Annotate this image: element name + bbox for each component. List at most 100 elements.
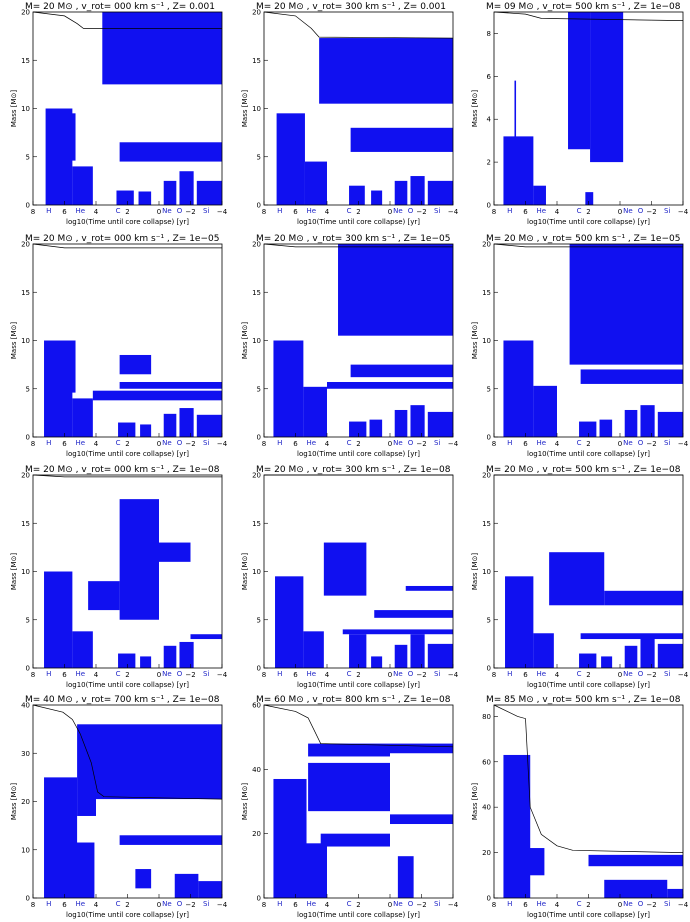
panel-title: M= 20 M⊙ , v_rot= 000 km s⁻¹ , Z= 0.001 bbox=[25, 2, 215, 12]
convective-zone bbox=[196, 414, 222, 437]
convective-zone bbox=[599, 419, 613, 437]
y-tick-label: 10 bbox=[21, 846, 30, 854]
x-tick-label: −4 bbox=[678, 671, 689, 679]
x-tick-label: 4 bbox=[325, 440, 330, 448]
x-tick-label: −4 bbox=[448, 901, 459, 909]
x-tick-label: 2 bbox=[356, 901, 360, 909]
convective-zone bbox=[72, 398, 93, 437]
convective-zone bbox=[119, 499, 159, 620]
burning-stage-label: Ne bbox=[162, 670, 172, 678]
convective-zone bbox=[580, 633, 683, 640]
burning-stage-label: Si bbox=[434, 900, 440, 908]
convective-zone bbox=[405, 585, 453, 591]
burning-stage-label: C bbox=[347, 670, 352, 678]
burning-stage-label: H bbox=[507, 207, 512, 215]
burning-stage-label: Si bbox=[434, 670, 440, 678]
convective-zone bbox=[179, 408, 194, 437]
convective-zone bbox=[568, 12, 591, 150]
y-tick-label: 10 bbox=[21, 568, 30, 576]
y-tick-label: 10 bbox=[482, 568, 491, 576]
y-tick-label: 20 bbox=[21, 798, 30, 806]
burning-stage-label: Si bbox=[664, 439, 670, 447]
burning-stage-label: Ne bbox=[393, 207, 403, 215]
x-tick-label: −4 bbox=[448, 440, 459, 448]
convective-zone bbox=[118, 653, 136, 668]
y-tick-label: 0 bbox=[487, 895, 491, 903]
x-tick-label: −2 bbox=[185, 440, 195, 448]
convective-zone bbox=[119, 835, 222, 845]
convective-zone bbox=[350, 364, 453, 378]
burning-stage-label: He bbox=[306, 207, 316, 215]
convective-zone bbox=[503, 340, 534, 437]
burning-stage-label: H bbox=[46, 670, 51, 678]
x-tick-label: 0 bbox=[388, 901, 392, 909]
burning-stage-label: Si bbox=[664, 670, 670, 678]
x-tick-label: 2 bbox=[125, 671, 129, 679]
total-mass-line bbox=[493, 11, 684, 21]
x-tick-label: 8 bbox=[262, 901, 266, 909]
x-tick-label: 8 bbox=[492, 671, 496, 679]
convective-zone bbox=[276, 113, 305, 205]
convective-zone bbox=[163, 645, 177, 668]
burning-stage-label: Ne bbox=[393, 670, 403, 678]
x-axis-label: log10(Time until core collapse) [yr] bbox=[66, 450, 189, 458]
burning-stage-label: H bbox=[507, 900, 512, 908]
x-tick-label: 8 bbox=[262, 440, 266, 448]
convective-zone bbox=[138, 191, 152, 205]
x-axis-label: log10(Time until core collapse) [yr] bbox=[527, 911, 650, 919]
panel-title: M= 60 M⊙ , v_rot= 800 km s⁻¹ , Z= 1e−08 bbox=[256, 695, 451, 705]
x-tick-label: 2 bbox=[125, 440, 129, 448]
y-tick-label: 5 bbox=[487, 385, 491, 393]
y-tick-label: 30 bbox=[21, 750, 30, 758]
burning-stage-label: O bbox=[177, 900, 183, 908]
y-tick-label: 6 bbox=[487, 73, 492, 81]
burning-stage-label: O bbox=[638, 670, 644, 678]
y-tick-label: 20 bbox=[252, 9, 261, 17]
burning-stage-label: H bbox=[507, 670, 512, 678]
burning-stage-label: Ne bbox=[393, 439, 403, 447]
y-tick-label: 0 bbox=[487, 434, 491, 442]
convective-zone bbox=[44, 777, 78, 898]
convective-zone bbox=[503, 136, 534, 205]
x-tick-label: 0 bbox=[388, 440, 392, 448]
y-tick-label: 15 bbox=[21, 57, 30, 65]
burning-stage-label: He bbox=[306, 900, 316, 908]
convective-zone bbox=[410, 176, 425, 205]
x-tick-label: −4 bbox=[678, 208, 689, 216]
convective-zone bbox=[590, 12, 624, 163]
convective-zone bbox=[119, 354, 152, 375]
y-tick-label: 2 bbox=[487, 159, 491, 167]
x-axis-label: log10(Time until core collapse) [yr] bbox=[66, 681, 189, 689]
panel-title: M= 20 M⊙ , v_rot= 500 km s⁻¹ , Z= 1e−08 bbox=[486, 465, 681, 475]
y-axis-label: Mass [M⊙] bbox=[241, 783, 249, 820]
convective-zone bbox=[159, 542, 191, 562]
burning-stage-label: C bbox=[116, 207, 121, 215]
total-mass-line bbox=[493, 704, 684, 853]
x-tick-label: 4 bbox=[555, 208, 560, 216]
convective-zone bbox=[196, 180, 222, 205]
x-tick-label: 8 bbox=[31, 901, 35, 909]
x-tick-label: 8 bbox=[492, 208, 496, 216]
convective-zone bbox=[350, 127, 453, 152]
burning-stage-label: Si bbox=[203, 670, 209, 678]
convective-zone bbox=[410, 405, 425, 437]
y-tick-label: 0 bbox=[487, 665, 491, 673]
burning-stage-label: Ne bbox=[162, 900, 172, 908]
panel-title: M= 20 M⊙ , v_rot= 000 km s⁻¹ , Z= 1e−08 bbox=[25, 465, 220, 475]
convective-zone bbox=[427, 180, 453, 205]
x-tick-label: 6 bbox=[62, 208, 67, 216]
convective-zone bbox=[580, 369, 683, 384]
convective-zone bbox=[569, 244, 683, 365]
burning-stage-label: He bbox=[75, 207, 85, 215]
y-tick-label: 5 bbox=[487, 616, 491, 624]
convective-zone bbox=[342, 629, 453, 635]
convective-zone bbox=[303, 631, 324, 668]
y-tick-label: 40 bbox=[21, 702, 30, 710]
x-tick-label: 0 bbox=[388, 671, 392, 679]
y-tick-label: 0 bbox=[26, 895, 30, 903]
convective-zone bbox=[640, 637, 655, 668]
convective-zone bbox=[304, 843, 327, 898]
y-axis-label: Mass [M⊙] bbox=[10, 783, 18, 820]
